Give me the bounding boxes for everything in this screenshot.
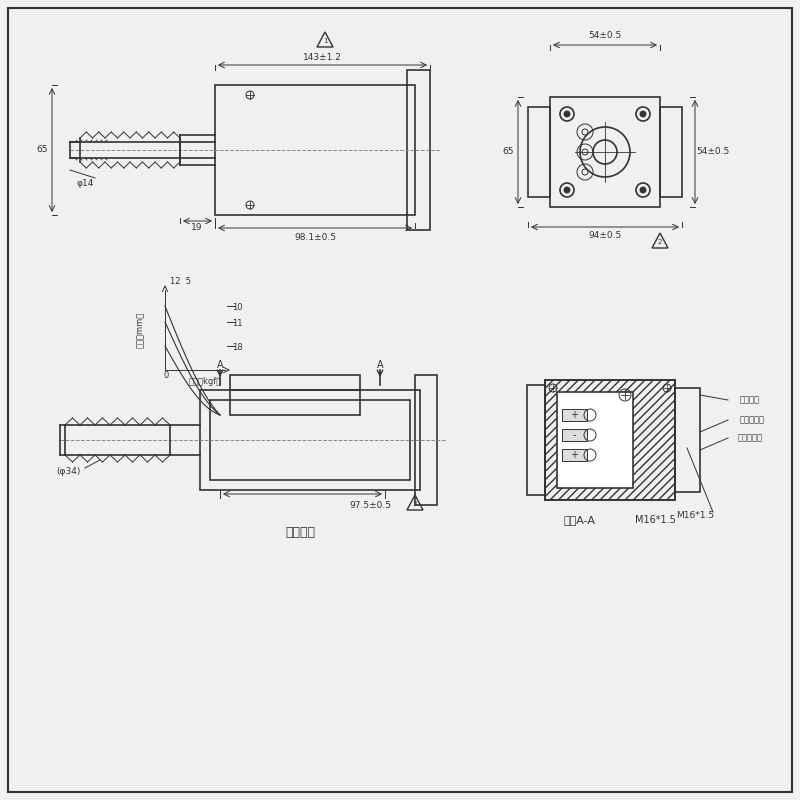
Circle shape	[640, 111, 646, 117]
Bar	[550, 97, 660, 207]
Text: -: -	[572, 430, 576, 440]
Text: 143±1.2: 143±1.2	[302, 53, 342, 62]
Text: 18: 18	[232, 343, 242, 353]
Bar	[210, 400, 410, 480]
Bar	[562, 429, 587, 441]
Text: 1: 1	[322, 38, 327, 44]
Text: φ14: φ14	[76, 178, 94, 187]
Text: 接地端子: 接地端子	[740, 395, 760, 405]
Text: 54±0.5: 54±0.5	[588, 31, 622, 41]
Bar	[407, 70, 430, 230]
Text: A: A	[217, 360, 223, 370]
Text: 65: 65	[36, 146, 48, 154]
Text: 0: 0	[163, 370, 169, 379]
Text: 65: 65	[502, 147, 514, 157]
Bar	[675, 388, 700, 492]
Bar	[230, 375, 360, 415]
Bar	[528, 107, 550, 197]
Text: +: +	[570, 410, 578, 420]
Text: 负极接线柱: 负极接线柱	[739, 415, 765, 425]
Bar	[660, 107, 682, 197]
Bar	[527, 385, 545, 495]
Text: 正极接线柱: 正极接线柱	[738, 434, 762, 442]
Text: A: A	[377, 360, 383, 370]
Text: 97.5±0.5: 97.5±0.5	[349, 502, 391, 510]
Circle shape	[640, 187, 646, 193]
Bar	[562, 449, 587, 461]
Text: 94±0.5: 94±0.5	[588, 231, 622, 241]
Bar	[545, 380, 675, 500]
Circle shape	[564, 187, 570, 193]
Circle shape	[564, 111, 570, 117]
Text: +: +	[570, 450, 578, 460]
Text: 行程（mm）: 行程（mm）	[135, 312, 145, 348]
Bar	[415, 375, 437, 505]
Text: 通电状态: 通电状态	[285, 526, 315, 538]
Text: 2: 2	[658, 239, 662, 245]
Text: 10: 10	[232, 303, 242, 313]
Bar	[557, 392, 633, 488]
Text: 力量（kgf）: 力量（kgf）	[188, 378, 222, 386]
Text: 11: 11	[232, 319, 242, 329]
Text: 3: 3	[413, 501, 418, 507]
Text: M16*1.5: M16*1.5	[676, 510, 714, 519]
Bar	[200, 390, 420, 490]
Text: (φ34): (φ34)	[56, 466, 80, 475]
Bar	[215, 85, 415, 215]
Bar	[545, 380, 675, 500]
Text: 98.1±0.5: 98.1±0.5	[294, 233, 336, 242]
Text: 19: 19	[191, 222, 202, 231]
Text: 剪面A-A: 剪面A-A	[564, 515, 596, 525]
Text: M16*1.5: M16*1.5	[634, 515, 675, 525]
Bar	[562, 409, 587, 421]
Text: 54±0.5: 54±0.5	[696, 147, 730, 157]
Text: 12  5: 12 5	[170, 278, 191, 286]
